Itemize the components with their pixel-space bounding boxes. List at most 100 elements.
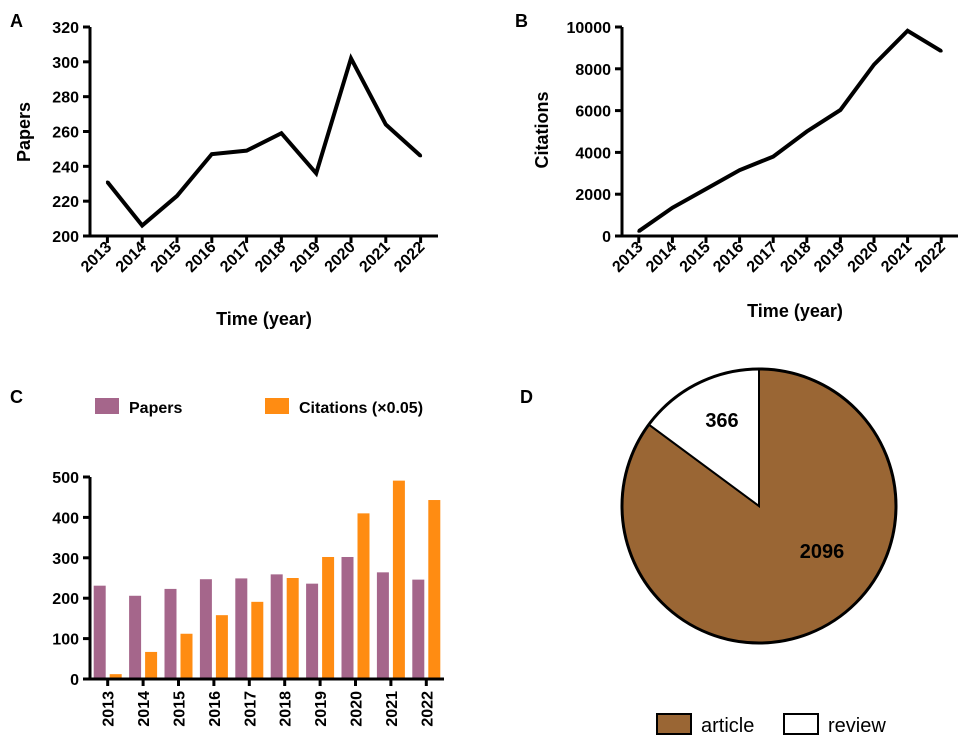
chart-c-bar: Papers Citations (×0.05) 2013 2014 2015 201… [52,398,444,727]
y-tick-label: 2000 [575,187,611,204]
legend-swatch-review [783,713,819,735]
y-tick-label: 500 [52,470,79,487]
bar-papers [412,579,425,679]
chart-a-papers-line: Papers Time (year) 200 220 240 260 280 300 320… [14,20,438,329]
data-point [704,187,708,191]
y-tick-label: 6000 [575,104,611,121]
chart-b-xlabel: Time (year) [747,301,843,321]
y-tick-label: 4000 [575,145,611,162]
bar-citations [322,556,335,679]
x-tick-label: 2016 [207,691,224,727]
panel-label-b: B [515,11,528,31]
data-point [175,194,179,198]
y-tick-label: 400 [52,510,79,527]
x-tick-label: 2018 [777,239,814,276]
data-point [738,168,742,172]
chart-c-legend: Papers Citations (×0.05) [95,398,423,417]
y-tick-label: 200 [52,229,79,246]
pie-value-article: 2096 [800,541,845,563]
data-point [210,152,214,156]
x-tick-label: 2013 [101,691,118,727]
x-tick-label: 2020 [845,239,882,276]
bar-citations [109,674,122,679]
bar-citations [357,513,370,679]
legend-label-papers: Papers [129,400,182,417]
x-tick-label: 2017 [242,691,259,727]
x-tick-label: 2018 [278,691,295,727]
data-point [637,229,641,233]
data-point [838,108,842,112]
data-point [349,56,353,60]
bar-papers [164,588,177,679]
x-tick-label: 2014 [113,239,150,276]
y-tick-label: 200 [52,591,79,608]
panel-label-a: A [10,11,23,31]
legend-label-review: review [828,715,886,736]
pie-outline [620,367,898,645]
x-tick-label: 2019 [287,239,324,276]
bar-citations [392,480,405,679]
data-point [140,224,144,228]
series-line [105,53,422,229]
data-point [771,155,775,159]
y-tick-label: 0 [70,672,79,689]
x-tick-label: 2020 [322,239,359,276]
bar-papers [93,585,106,679]
x-tick-label: 2013 [609,239,646,276]
chart-a-ylabel: Papers [14,102,34,162]
bar-papers [306,583,319,679]
legend-label-article: article [701,715,754,736]
data-point [906,29,910,33]
y-tick-label: 240 [52,159,79,176]
bar-papers [341,556,354,679]
x-tick-label: 2021 [356,239,393,276]
y-tick-label: 0 [602,229,611,246]
y-tick-label: 220 [52,194,79,211]
x-tick-label: 2022 [912,239,949,276]
x-tick-label: 2014 [643,239,680,276]
data-point [872,63,876,67]
bar-citations [286,578,299,679]
data-point [314,171,318,175]
y-tick-label: 260 [52,125,79,142]
x-tick-label: 2018 [252,239,289,276]
y-tick-label: 100 [52,632,79,649]
x-tick-label: 2015 [677,239,714,276]
data-point [245,149,249,153]
bar-citations [180,633,193,679]
bar-citations [251,601,264,679]
y-tick-label: 300 [52,55,79,72]
data-point [939,49,943,53]
data-point [805,130,809,133]
bar-papers [199,579,212,679]
x-tick-label: 2019 [313,691,330,727]
bar-papers [270,574,283,679]
y-tick-label: 280 [52,90,79,107]
y-tick-label: 10000 [567,20,612,37]
bar-citations [145,651,158,679]
series-line [637,28,943,233]
x-tick-label: 2017 [744,239,781,276]
x-tick-label: 2022 [419,691,436,727]
x-tick-label: 2021 [384,691,401,727]
y-tick-label: 8000 [575,62,611,79]
panel-label-d: D [520,387,533,407]
x-tick-label: 2017 [217,239,254,276]
y-tick-label: 320 [52,20,79,37]
x-tick-label: 2021 [878,239,915,276]
chart-a-xlabel: Time (year) [216,309,312,329]
data-point [279,131,283,135]
data-point [670,206,674,210]
chart-d-legend: article review [656,713,886,736]
chart-d-pie: article review 2096 366 [620,367,898,736]
legend-label-citations: Citations (×0.05) [299,400,423,417]
data-point [384,123,388,127]
x-tick-label: 2013 [78,239,115,276]
panel-label-c: C [10,387,23,407]
x-tick-label: 2019 [811,239,848,276]
bar-papers [376,572,389,679]
x-tick-label: 2016 [710,239,747,276]
data-point [419,154,423,158]
x-tick-label: 2020 [349,691,366,727]
